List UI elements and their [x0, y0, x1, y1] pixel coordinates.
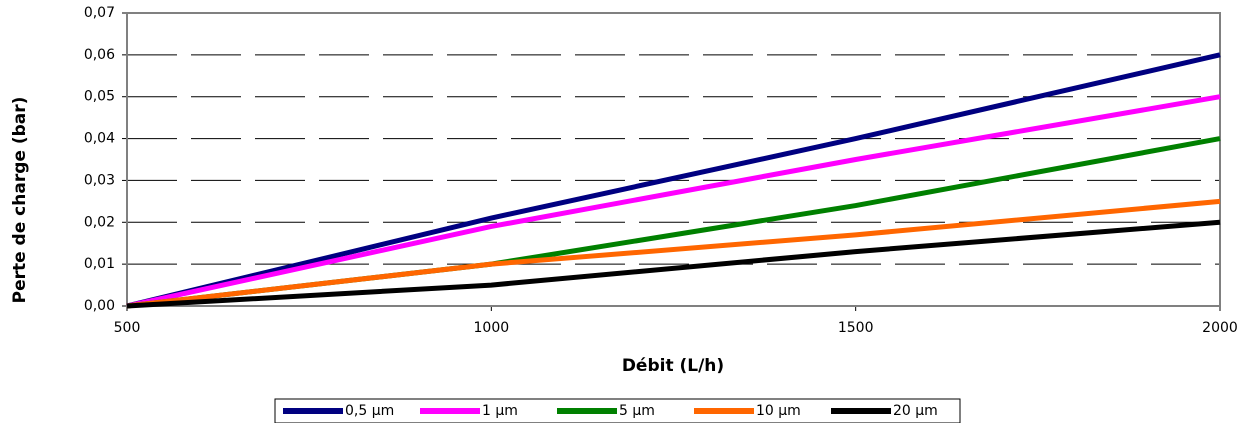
legend-label: 5 µm	[619, 403, 655, 419]
legend-label: 10 µm	[756, 403, 801, 419]
x-tick-label: 1500	[838, 320, 874, 336]
y-tick-label: 0,05	[84, 89, 115, 105]
y-tick-label: 0,01	[84, 256, 115, 272]
y-tick-label: 0,02	[84, 214, 115, 230]
series-line	[126, 198, 1221, 309]
legend-label: 20 µm	[893, 403, 938, 419]
plot-frame	[126, 12, 1221, 307]
series-line	[126, 219, 1221, 309]
y-tick-label: 0,07	[84, 5, 115, 21]
x-tick-label: 500	[114, 320, 141, 336]
y-tick-label: 0,06	[84, 47, 115, 63]
series-line	[126, 94, 1221, 309]
x-tick-label: 1000	[474, 320, 510, 336]
y-tick-label: 0,04	[84, 131, 115, 147]
x-axis-title: Débit (L/h)	[622, 356, 724, 376]
y-tick-label: 0,00	[84, 298, 115, 314]
legend-label: 0,5 µm	[345, 403, 394, 419]
series-line	[126, 52, 1221, 309]
y-tick-label: 0,03	[84, 172, 115, 188]
x-tick-label: 2000	[1202, 320, 1238, 336]
y-axis-title: Perte de charge (bar)	[10, 97, 30, 304]
legend-label: 1 µm	[482, 403, 518, 419]
